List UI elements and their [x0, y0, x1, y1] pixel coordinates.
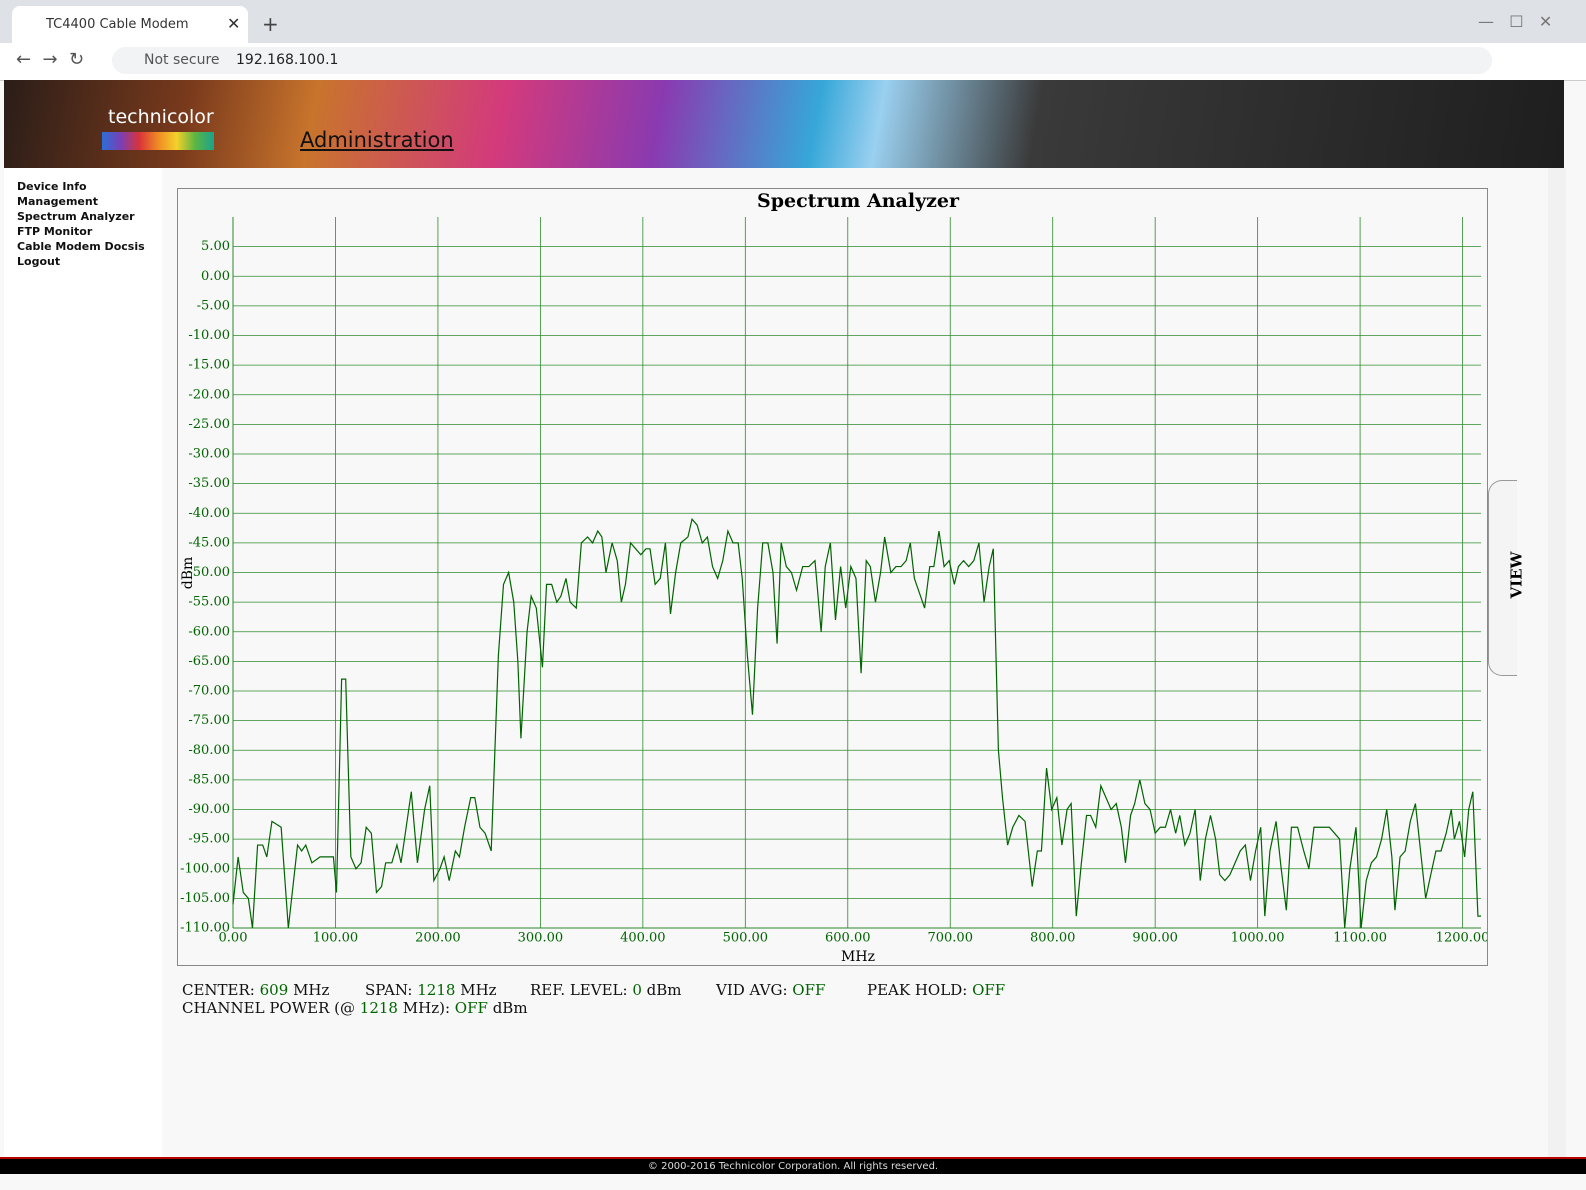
tab-title: TC4400 Cable Modem: [46, 17, 189, 32]
x-tick-label: 300.00: [518, 931, 564, 946]
logo-bar: [102, 132, 214, 150]
security-label: Not secure: [144, 52, 220, 68]
y-tick-label: -85.00: [188, 772, 230, 787]
label: SPAN:: [365, 981, 413, 999]
info-span: SPAN: 1218 MHz: [365, 981, 497, 999]
y-tick-label: -50.00: [188, 565, 230, 580]
info-peak-hold: PEAK HOLD: OFF: [867, 981, 1005, 999]
tab-close[interactable]: ✕: [227, 14, 241, 33]
y-tick-label: -90.00: [188, 802, 230, 817]
nav-buttons[interactable]: ← → ↻: [16, 49, 85, 70]
window-controls[interactable]: — ☐ ✕: [1478, 12, 1553, 31]
y-tick-label: -25.00: [188, 417, 230, 432]
y-tick-label: -105.00: [180, 891, 230, 906]
y-tick-label: -30.00: [188, 447, 230, 462]
x-tick-label: 600.00: [825, 931, 871, 946]
info-ref-level: REF. LEVEL: 0 dBm: [530, 981, 682, 999]
unit: MHz: [293, 981, 330, 999]
x-tick-label: 200.00: [415, 931, 461, 946]
x-tick-label: 400.00: [620, 931, 666, 946]
omnibox[interactable]: Not secure 192.168.100.1: [112, 47, 1492, 74]
new-tab[interactable]: +: [262, 12, 279, 36]
nav-link[interactable]: FTP Monitor: [17, 225, 93, 238]
info-center: CENTER: 609 MHz: [182, 981, 329, 999]
y-tick-label: -5.00: [197, 298, 230, 313]
logo: technicolor: [108, 106, 214, 128]
y-tick-label: -35.00: [188, 476, 230, 491]
x-axis-label: MHz: [841, 949, 875, 965]
unit: dBm: [646, 981, 682, 999]
label: PEAK HOLD:: [867, 981, 968, 999]
footer: © 2000-2016 Technicolor Corporation. All…: [0, 1157, 1586, 1174]
x-tick-label: 500.00: [723, 931, 769, 946]
y-tick-label: -10.00: [188, 328, 230, 343]
y-tick-label: -40.00: [188, 506, 230, 521]
value: OFF: [792, 981, 826, 999]
x-tick-label: 1100.00: [1333, 931, 1387, 946]
nav-link[interactable]: Spectrum Analyzer: [17, 210, 135, 223]
browser-tab[interactable]: TC4400 Cable Modem ✕: [12, 6, 248, 43]
value: 609: [259, 981, 289, 999]
x-tick-label: 1000.00: [1231, 931, 1285, 946]
label: REF. LEVEL:: [530, 981, 628, 999]
label: CHANNEL POWER (@: [182, 999, 355, 1017]
url[interactable]: 192.168.100.1: [236, 52, 339, 68]
spectrum-line: [232, 517, 1481, 929]
x-tick-label: 800.00: [1030, 931, 1076, 946]
x-tick-label: 900.00: [1132, 931, 1178, 946]
view-label: VIEW: [1507, 551, 1526, 599]
y-tick-label: -95.00: [188, 832, 230, 847]
value: 1218: [417, 981, 456, 999]
info-vid-avg: VID AVG: OFF: [716, 981, 825, 999]
value: 0: [632, 981, 642, 999]
y-tick-label: -65.00: [188, 654, 230, 669]
y-tick-label: -100.00: [180, 861, 230, 876]
chart-title: Spectrum Analyzer: [757, 190, 960, 212]
label: CENTER:: [182, 981, 255, 999]
y-tick-label: -75.00: [188, 713, 230, 728]
unit: dBm: [492, 999, 528, 1017]
toolbar: ← → ↻ Not secure 192.168.100.1: [0, 43, 1586, 81]
x-tick-label: 700.00: [927, 931, 973, 946]
nav-link[interactable]: Device Info: [17, 180, 87, 193]
value: OFF: [454, 999, 488, 1017]
nav-link[interactable]: Management: [17, 195, 98, 208]
y-tick-label: 0.00: [201, 269, 230, 284]
nav-link[interactable]: Cable Modem Docsis: [17, 240, 145, 253]
tab-bar: TC4400 Cable Modem ✕ + — ☐ ✕: [0, 0, 1586, 43]
y-tick-label: -70.00: [188, 684, 230, 699]
page-title[interactable]: Administration: [300, 128, 454, 152]
x-tick-label: 100.00: [313, 931, 359, 946]
chart: Spectrum Analyzer MHz dBm 5.00 0.00 -5.00 -…: [177, 188, 1488, 966]
y-tick-label: -55.00: [188, 595, 230, 610]
y-tick-label: -110.00: [180, 921, 230, 936]
y-axis-label: dBm: [180, 557, 196, 590]
label: VID AVG:: [716, 981, 788, 999]
y-tick-label: -45.00: [188, 535, 230, 550]
unit: MHz):: [402, 999, 450, 1017]
y-tick-label: 5.00: [201, 239, 230, 254]
y-tick-label: -80.00: [188, 743, 230, 758]
x-tick-label: 0.00: [219, 931, 248, 946]
x-tick-label: 1200.00: [1436, 931, 1488, 946]
nav-link[interactable]: Logout: [17, 255, 61, 268]
scrollbar[interactable]: [1548, 168, 1566, 1158]
view-tab[interactable]: VIEW: [1488, 480, 1525, 676]
sidebar: [4, 168, 162, 1158]
y-tick-label: -60.00: [188, 624, 230, 639]
info-channel-power: CHANNEL POWER (@ 1218 MHz): OFF dBm: [182, 999, 528, 1017]
header-banner: technicolor Administration: [4, 80, 1564, 168]
unit: MHz: [460, 981, 497, 999]
value: OFF: [972, 981, 1006, 999]
y-tick-label: -20.00: [188, 387, 230, 402]
y-tick-label: -15.00: [188, 358, 230, 373]
value: 1218: [359, 999, 398, 1017]
